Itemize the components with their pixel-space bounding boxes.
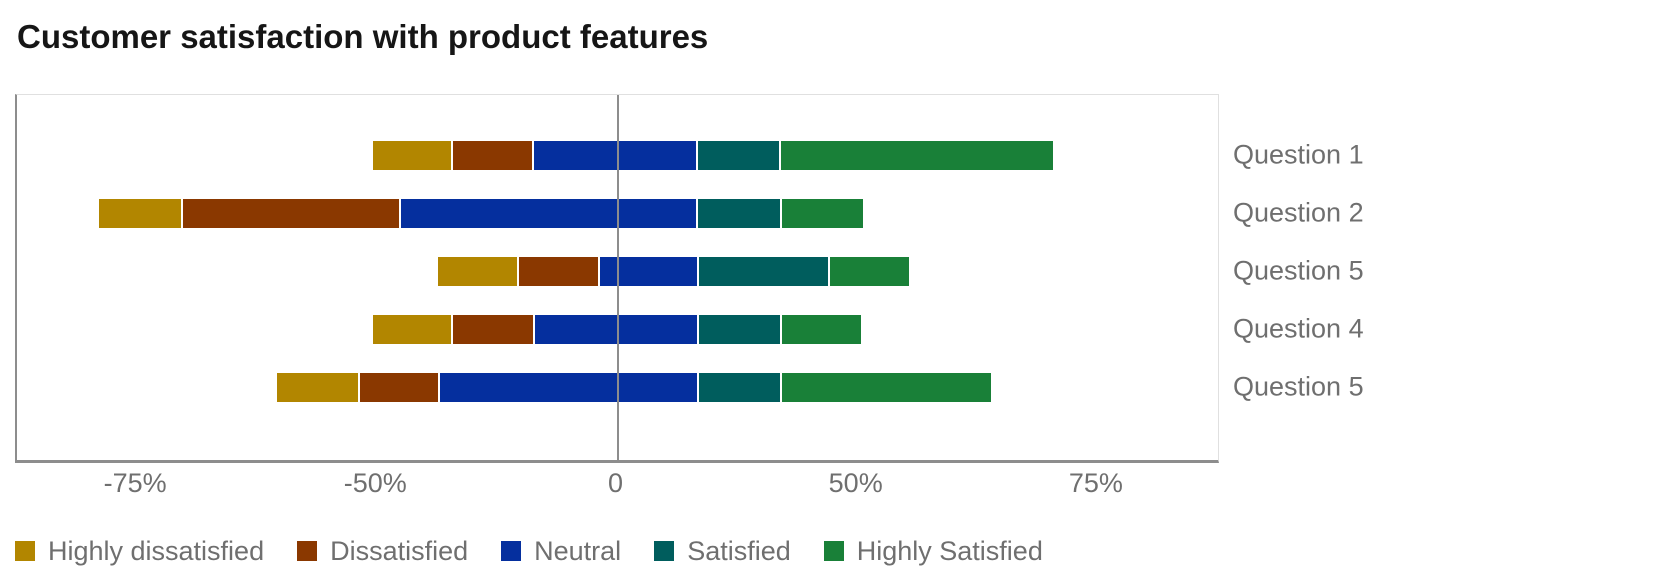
bar-segment <box>599 257 698 286</box>
category-label: Question 5 <box>1233 255 1364 285</box>
x-tick-label: 50% <box>828 468 883 498</box>
legend-item: Satisfied <box>654 536 791 566</box>
legend-label: Neutral <box>534 536 622 566</box>
bar-segment <box>699 257 828 286</box>
category-label: Question 1 <box>1233 139 1364 169</box>
plot-area <box>15 94 1219 463</box>
bar-segment <box>699 373 780 402</box>
bar-segment <box>698 141 779 170</box>
legend-label: Dissatisfied <box>330 536 469 566</box>
bar-segment <box>98 199 182 228</box>
legend-swatch <box>654 541 675 561</box>
bar-segment <box>534 315 698 344</box>
x-tick-label: 75% <box>1068 468 1123 498</box>
x-tick-label: 0 <box>607 468 624 498</box>
category-label: Question 2 <box>1233 197 1364 227</box>
legend-item: Neutral <box>501 536 621 566</box>
bar-segment <box>452 141 532 170</box>
legend-swatch <box>501 541 522 561</box>
legend-item: Highly dissatisfied <box>15 536 264 566</box>
chart-title: Customer satisfaction with product featu… <box>17 18 709 55</box>
bar-segment <box>400 199 697 228</box>
bar-segment <box>360 373 438 402</box>
category-label: Question 5 <box>1233 371 1364 401</box>
legend-swatch <box>297 541 318 561</box>
zero-line <box>616 95 619 460</box>
x-tick-label: -50% <box>343 468 407 498</box>
bar-segment <box>781 373 992 402</box>
bar-segment <box>533 141 697 170</box>
legend-label: Highly Satisfied <box>856 536 1043 566</box>
legend: Highly dissatisfied Dissatisfied Neutral Sa… <box>15 536 1043 566</box>
bar-segment <box>372 315 451 344</box>
bar-segment <box>519 257 598 286</box>
bar-segment <box>780 141 1053 170</box>
category-label: Question 4 <box>1233 313 1364 343</box>
bar-segment <box>781 199 864 228</box>
bar-segment <box>452 315 533 344</box>
legend-item: Dissatisfied <box>297 536 468 566</box>
legend-label: Satisfied <box>687 536 791 566</box>
bar-segment <box>372 141 451 170</box>
legend-item: Highly Satisfied <box>823 536 1043 566</box>
bar-segment <box>698 199 780 228</box>
bar-segment <box>699 315 780 344</box>
bar-segment <box>781 315 862 344</box>
legend-swatch <box>823 541 844 561</box>
legend-label: Highly dissatisfied <box>48 536 265 566</box>
legend-swatch <box>15 541 35 561</box>
bar-segment <box>437 257 518 286</box>
bar-segment <box>439 373 698 402</box>
bar-segment <box>277 373 359 402</box>
bar-segment <box>829 257 909 286</box>
x-tick-label: -75% <box>103 468 167 498</box>
bar-segment <box>183 199 399 228</box>
